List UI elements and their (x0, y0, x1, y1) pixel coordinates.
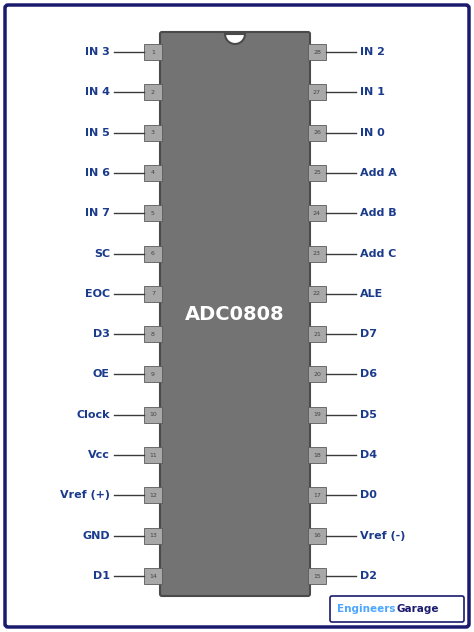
Text: 8: 8 (151, 332, 155, 337)
Text: 27: 27 (313, 90, 321, 95)
Wedge shape (225, 34, 245, 44)
Text: 26: 26 (313, 130, 321, 135)
Text: IN 5: IN 5 (85, 128, 110, 138)
Bar (144, 246, 162, 262)
Text: 10: 10 (149, 412, 157, 417)
Bar (144, 125, 162, 140)
Text: OE: OE (93, 370, 110, 379)
Text: IN 0: IN 0 (360, 128, 385, 138)
Bar (144, 44, 162, 60)
Text: 24: 24 (313, 210, 321, 216)
Text: 25: 25 (313, 171, 321, 176)
Text: 19: 19 (313, 412, 321, 417)
Bar (308, 246, 326, 262)
Bar (144, 528, 162, 544)
Text: 17: 17 (313, 493, 321, 498)
Bar (308, 367, 326, 382)
Text: 2: 2 (151, 90, 155, 95)
Text: D1: D1 (93, 571, 110, 581)
FancyBboxPatch shape (160, 32, 310, 596)
Text: 12: 12 (149, 493, 157, 498)
Text: 1: 1 (151, 49, 155, 54)
Text: 13: 13 (149, 533, 157, 538)
Text: Garage: Garage (397, 604, 439, 614)
FancyBboxPatch shape (5, 5, 469, 627)
Bar (308, 125, 326, 140)
FancyBboxPatch shape (330, 596, 464, 622)
Text: D4: D4 (360, 450, 377, 460)
Text: D6: D6 (360, 370, 377, 379)
Text: IN 1: IN 1 (360, 87, 385, 97)
Bar (308, 568, 326, 584)
Text: 11: 11 (149, 453, 157, 458)
Text: D7: D7 (360, 329, 377, 339)
Text: 21: 21 (313, 332, 321, 337)
Text: 9: 9 (151, 372, 155, 377)
Text: D2: D2 (360, 571, 377, 581)
Text: 6: 6 (151, 251, 155, 256)
Text: 16: 16 (313, 533, 321, 538)
Bar (144, 568, 162, 584)
Bar (308, 205, 326, 221)
Text: 22: 22 (313, 291, 321, 296)
Text: 5: 5 (151, 210, 155, 216)
Bar (308, 84, 326, 100)
Text: IN 3: IN 3 (85, 47, 110, 57)
Text: Add B: Add B (360, 208, 397, 218)
Text: 28: 28 (313, 49, 321, 54)
Text: Vcc: Vcc (88, 450, 110, 460)
Bar (144, 447, 162, 463)
Bar (144, 165, 162, 181)
Text: IN 6: IN 6 (85, 168, 110, 178)
Bar (308, 165, 326, 181)
Bar (308, 407, 326, 423)
Bar (308, 326, 326, 342)
Text: ADC0808: ADC0808 (185, 305, 285, 324)
Text: SC: SC (94, 248, 110, 258)
Bar (144, 487, 162, 503)
Bar (144, 407, 162, 423)
Text: 4: 4 (151, 171, 155, 176)
Bar (308, 447, 326, 463)
Text: 20: 20 (313, 372, 321, 377)
Text: D5: D5 (360, 410, 377, 420)
Text: EOC: EOC (85, 289, 110, 299)
Bar (308, 487, 326, 503)
Bar (144, 84, 162, 100)
Text: Add C: Add C (360, 248, 396, 258)
Text: 18: 18 (313, 453, 321, 458)
Text: 15: 15 (313, 573, 321, 578)
Bar (144, 367, 162, 382)
Text: ALE: ALE (360, 289, 383, 299)
Bar (144, 326, 162, 342)
Bar (144, 286, 162, 302)
Text: 14: 14 (149, 573, 157, 578)
Text: Vref (+): Vref (+) (60, 490, 110, 501)
Text: IN 4: IN 4 (85, 87, 110, 97)
Text: Engineers: Engineers (337, 604, 396, 614)
Text: GND: GND (82, 531, 110, 541)
Text: 23: 23 (313, 251, 321, 256)
Text: Add A: Add A (360, 168, 397, 178)
Text: D3: D3 (93, 329, 110, 339)
Text: 3: 3 (151, 130, 155, 135)
Bar (144, 205, 162, 221)
Text: 7: 7 (151, 291, 155, 296)
Bar (308, 286, 326, 302)
Text: Clock: Clock (76, 410, 110, 420)
Text: IN 7: IN 7 (85, 208, 110, 218)
Text: Vref (-): Vref (-) (360, 531, 405, 541)
Text: D0: D0 (360, 490, 377, 501)
Text: IN 2: IN 2 (360, 47, 385, 57)
Bar (308, 528, 326, 544)
Bar (308, 44, 326, 60)
